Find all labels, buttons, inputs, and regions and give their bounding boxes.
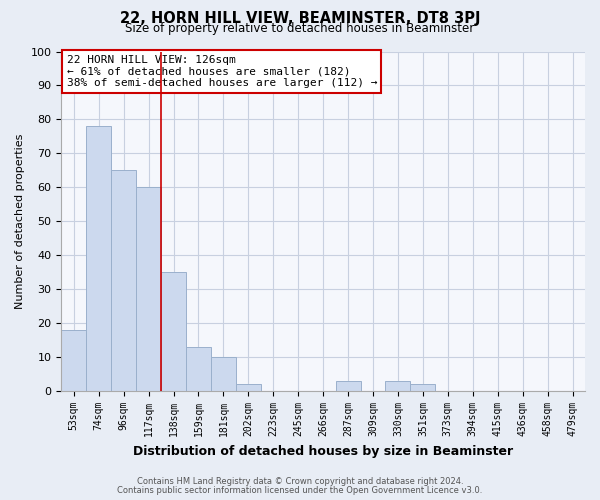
- Text: 22, HORN HILL VIEW, BEAMINSTER, DT8 3PJ: 22, HORN HILL VIEW, BEAMINSTER, DT8 3PJ: [120, 11, 480, 26]
- Bar: [161, 272, 186, 391]
- Text: Size of property relative to detached houses in Beaminster: Size of property relative to detached ho…: [125, 22, 475, 35]
- Y-axis label: Number of detached properties: Number of detached properties: [15, 134, 25, 309]
- Bar: [86, 126, 111, 391]
- X-axis label: Distribution of detached houses by size in Beaminster: Distribution of detached houses by size …: [133, 444, 513, 458]
- Text: 22 HORN HILL VIEW: 126sqm
← 61% of detached houses are smaller (182)
38% of semi: 22 HORN HILL VIEW: 126sqm ← 61% of detac…: [67, 55, 377, 88]
- Bar: [410, 384, 436, 391]
- Bar: [236, 384, 261, 391]
- Bar: [385, 381, 410, 391]
- Bar: [61, 330, 86, 391]
- Bar: [186, 347, 211, 391]
- Text: Contains public sector information licensed under the Open Government Licence v3: Contains public sector information licen…: [118, 486, 482, 495]
- Bar: [335, 381, 361, 391]
- Bar: [136, 188, 161, 391]
- Text: Contains HM Land Registry data © Crown copyright and database right 2024.: Contains HM Land Registry data © Crown c…: [137, 477, 463, 486]
- Bar: [111, 170, 136, 391]
- Bar: [211, 357, 236, 391]
